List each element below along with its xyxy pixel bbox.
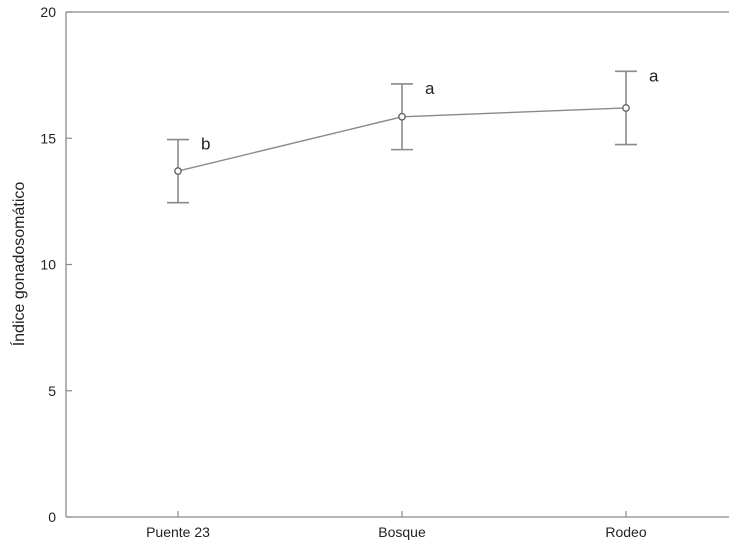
y-ticks: 0 5 10 15 20	[40, 4, 72, 525]
x-ticks: Puente 23 Bosque Rodeo	[146, 511, 647, 540]
x-tick-label: Puente 23	[146, 524, 210, 540]
x-tick-label: Bosque	[378, 524, 426, 540]
y-tick-label: 5	[48, 383, 56, 399]
significance-letter: a	[649, 66, 659, 85]
y-tick-label: 20	[40, 4, 56, 20]
y-axis-label: Índice gonadosomático	[9, 182, 28, 347]
y-tick-label: 15	[40, 130, 56, 146]
significance-letter: b	[201, 135, 210, 154]
data-point	[622, 104, 630, 112]
data-point	[174, 167, 182, 175]
data-point	[398, 112, 406, 121]
significance-letter: a	[425, 79, 435, 98]
axes	[65, 11, 729, 518]
y-tick-label: 10	[40, 257, 56, 273]
x-tick-label: Rodeo	[605, 524, 646, 540]
series: b a a	[167, 66, 659, 204]
y-tick-label: 0	[48, 509, 56, 525]
